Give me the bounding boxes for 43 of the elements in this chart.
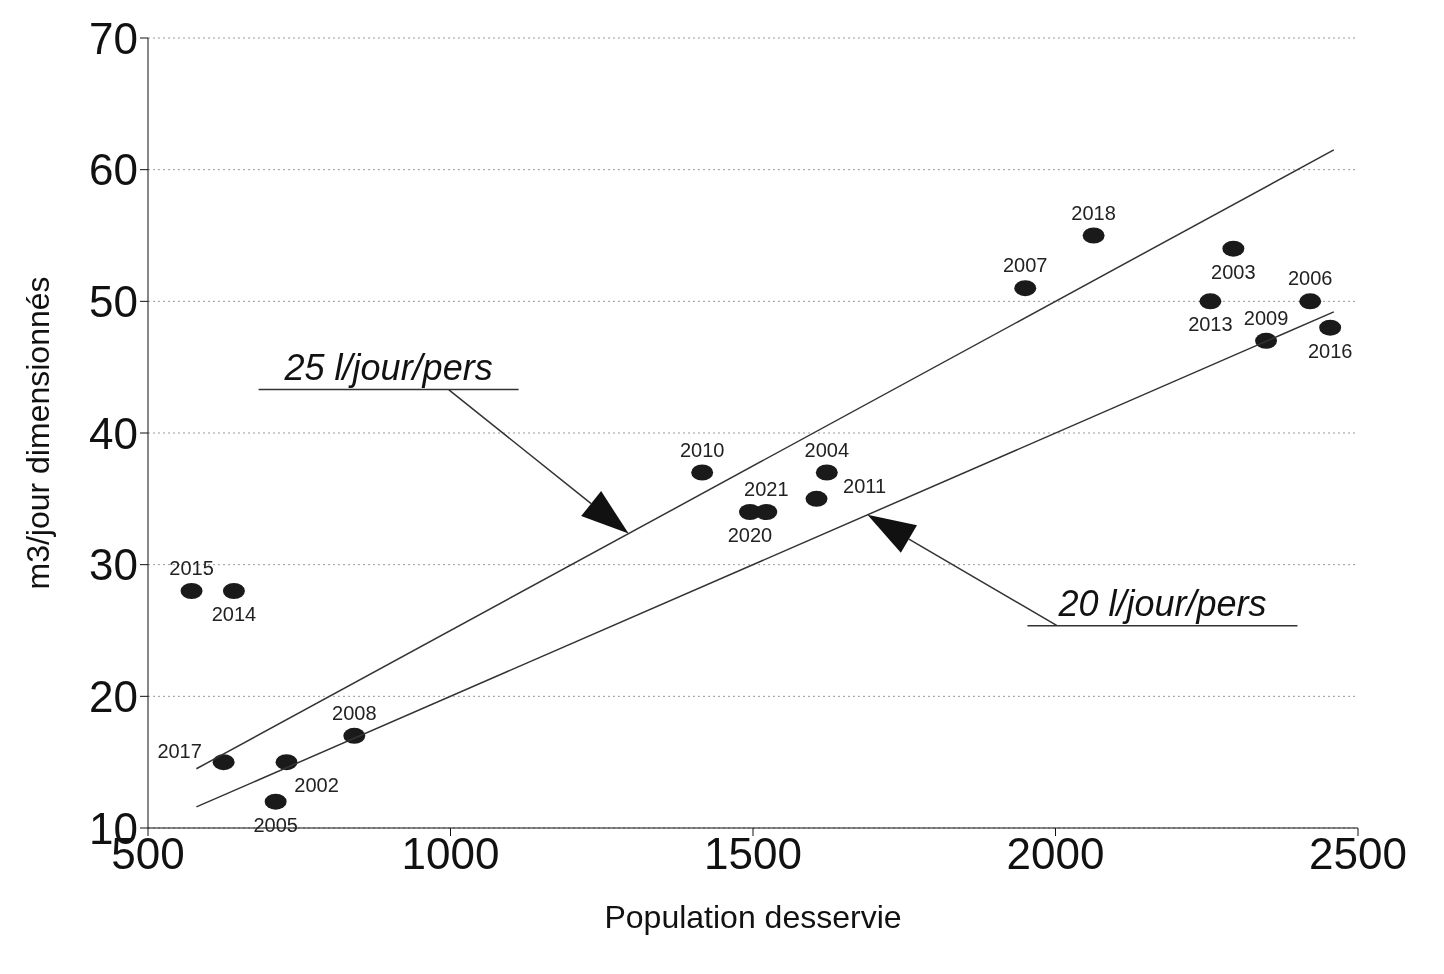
annotation: 2020 (727, 524, 773, 546)
point (815, 464, 838, 481)
y-tick-label: 70 (89, 13, 138, 63)
annotation: 2009 (1243, 306, 1289, 329)
point (1319, 319, 1342, 336)
point (1014, 280, 1037, 297)
annotation: 2016 (1307, 339, 1353, 362)
point (1082, 227, 1105, 244)
point (264, 793, 287, 810)
annotation: 2005 (253, 813, 298, 836)
y-tick-label: 60 (89, 145, 138, 195)
x-tick-label: 2500 (1309, 829, 1407, 879)
x-axis-title: Population desservie (604, 899, 902, 935)
annotation: 2014 (211, 603, 257, 625)
x-tick-label: 1000 (401, 829, 500, 879)
annotation: 2017 (157, 740, 202, 763)
point (805, 490, 828, 507)
y-tick-label: 30 (89, 540, 138, 590)
annotation: 20 l/jour/pers (1057, 582, 1267, 624)
annotation: 2021 (744, 478, 789, 500)
annotation: 2018 (1071, 201, 1116, 224)
annotation: 2006 (1287, 267, 1333, 290)
y-tick-label: 40 (89, 408, 138, 458)
point (212, 754, 235, 771)
annotation: 2007 (1003, 254, 1048, 277)
annotation: 2011 (843, 474, 887, 497)
annotation: 2008 (332, 701, 377, 724)
annotation: 2015 (169, 557, 214, 579)
annotation: 2003 (1211, 260, 1256, 283)
point (1222, 240, 1245, 257)
annotation: 2004 (804, 438, 850, 461)
y-axis-title: m3/jour dimensionnés (20, 276, 57, 590)
annotation: 2010 (679, 438, 725, 461)
y-tick-label: 50 (89, 276, 138, 326)
annotation: 2013 (1188, 313, 1233, 336)
annotation: 25 l/jour/pers (283, 346, 493, 388)
annotation: 2002 (294, 774, 339, 797)
point (1299, 293, 1322, 310)
point (691, 464, 714, 481)
point (1199, 293, 1222, 310)
x-tick-label: 2000 (1006, 829, 1105, 879)
y-tick-label: 20 (89, 671, 138, 721)
x-tick-label: 1500 (704, 829, 802, 879)
